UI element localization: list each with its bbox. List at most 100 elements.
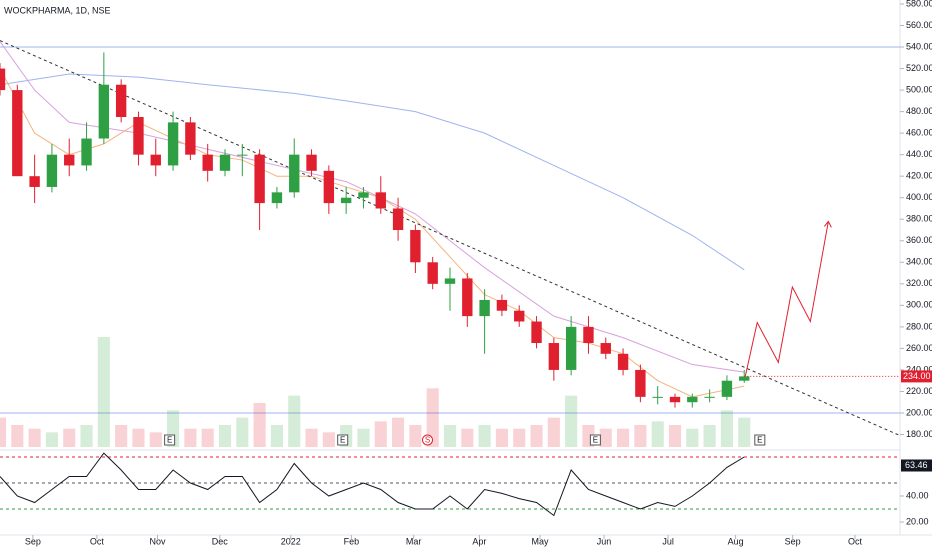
volume-bar [0, 417, 7, 447]
volume-bar [357, 428, 370, 447]
candle-body [496, 299, 508, 311]
candle-body [46, 154, 58, 187]
volume-bar [617, 428, 630, 447]
volume-bar [443, 425, 457, 447]
candle-body [81, 138, 92, 166]
event-label: E [757, 436, 762, 445]
candle-body [687, 396, 698, 403]
volume-bar [426, 388, 439, 447]
candle-body [167, 122, 179, 166]
candle-body [375, 192, 386, 209]
candle-body [531, 321, 542, 344]
volume-bar [184, 428, 197, 447]
y-tick-label: 360.00 [906, 235, 932, 245]
volume-bar [253, 403, 266, 447]
volume-bar [97, 337, 110, 447]
rsi-badge-label: 63.46 [905, 460, 928, 470]
candle-body [289, 154, 300, 193]
candle-body [237, 154, 248, 156]
candle-body [306, 154, 317, 171]
candle-body [340, 197, 352, 204]
event-marker [754, 434, 766, 446]
candle-body [600, 343, 611, 354]
volume-bar [115, 425, 128, 447]
x-tick-label: Jun [597, 536, 612, 546]
volume-bar [218, 425, 232, 447]
candle-body [652, 396, 663, 398]
volume-bar [565, 395, 578, 447]
volume-bar [478, 425, 491, 447]
projection-arrow [823, 220, 832, 228]
x-tick-label: 2022 [281, 536, 301, 546]
y-tick-label: 320.00 [906, 278, 932, 288]
y-tick-label: 420.00 [906, 171, 932, 181]
x-tick-label: Aug [728, 536, 744, 546]
chart-title: WOCKPHARMA, 1D, NSE [4, 5, 111, 15]
candle-body [410, 230, 421, 263]
volume-bar [305, 428, 318, 447]
volume-bar [686, 428, 699, 447]
candle-body [358, 192, 369, 198]
y-tick-label: 280.00 [906, 321, 932, 331]
last-price-label: 234.00 [903, 371, 931, 381]
volume-bar [149, 432, 162, 447]
projection-path [744, 221, 829, 377]
y-tick-label: 380.00 [906, 214, 932, 224]
volume-bar [668, 425, 682, 447]
event-label: E [593, 436, 598, 445]
candle-body [98, 84, 110, 139]
volume-bar [599, 428, 612, 447]
candle-body [617, 353, 629, 370]
rsi-badge [901, 459, 932, 472]
candle-body [739, 376, 750, 381]
candle-body [479, 299, 490, 317]
y-tick-label: 540.00 [906, 41, 932, 51]
candle-body [115, 84, 127, 117]
volume-bar [28, 428, 41, 447]
x-tick-label: Sep [785, 536, 801, 546]
y-tick-label: 200.00 [906, 407, 932, 417]
event-label: E [340, 436, 345, 445]
y-tick-label: 300.00 [906, 300, 932, 310]
candle-body [669, 396, 681, 403]
volume-bar [409, 425, 422, 447]
candle-body [635, 369, 646, 397]
y-tick-label: 340.00 [906, 257, 932, 267]
candle-body [392, 208, 404, 231]
candle-body [202, 154, 213, 171]
volume-bar [530, 425, 543, 447]
event-label: E [167, 436, 172, 445]
x-tick-label: Mar [406, 536, 422, 546]
candle-body [427, 262, 438, 284]
x-tick-label: Jul [662, 536, 674, 546]
candle-body [704, 396, 715, 398]
volume-bar [322, 432, 335, 447]
last-price-badge [901, 370, 932, 383]
volume-bar [63, 428, 76, 447]
y-tick-label: 220.00 [906, 386, 932, 396]
y-tick-label: 480.00 [906, 106, 932, 116]
y-tick-label: 400.00 [906, 192, 932, 202]
moving-average [0, 73, 745, 271]
volume-bar [651, 421, 664, 447]
volume-bar [11, 425, 24, 447]
x-tick-label: Apr [472, 536, 486, 546]
candle-body [323, 170, 335, 204]
y-tick-label: 240.00 [906, 364, 932, 374]
volume-bar [547, 417, 560, 447]
volume-bar [392, 417, 405, 447]
candle-body [219, 154, 231, 171]
candle-body [133, 116, 144, 155]
volume-bar [738, 417, 751, 447]
trendline [0, 40, 901, 437]
volume-bar [236, 417, 249, 447]
candle-body [583, 326, 594, 344]
y-tick-label: 260.00 [906, 343, 932, 353]
volume-bar [201, 428, 214, 447]
x-tick-label: Sep [25, 536, 41, 546]
candle-body [254, 154, 265, 204]
candle-body [12, 90, 23, 177]
x-tick-label: Dec [212, 536, 229, 546]
candle-body [0, 68, 6, 91]
